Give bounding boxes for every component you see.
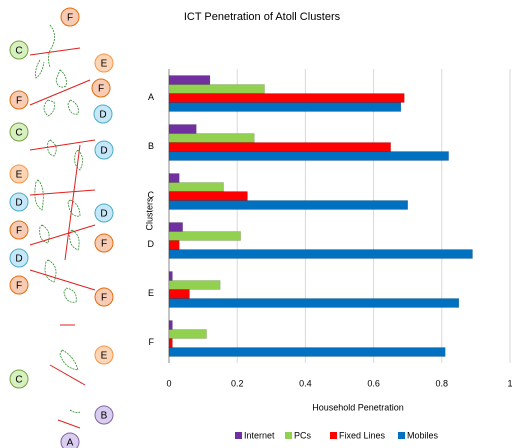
bar bbox=[168, 182, 224, 192]
map-marker-label: C bbox=[15, 375, 22, 386]
x-tick-label: 0.4 bbox=[299, 378, 312, 388]
map-marker-label: F bbox=[101, 293, 107, 304]
y-tick-label: D bbox=[148, 239, 155, 249]
y-tick-label: A bbox=[148, 92, 154, 102]
bar bbox=[168, 347, 446, 357]
legend-swatch bbox=[330, 432, 337, 439]
bar bbox=[168, 289, 190, 299]
x-tick-label: 0.6 bbox=[367, 378, 380, 388]
x-tick-label: 0 bbox=[166, 378, 171, 388]
y-tick-label: B bbox=[148, 141, 154, 151]
map-marker-label: F bbox=[16, 281, 22, 292]
map-marker bbox=[9, 248, 29, 268]
bar bbox=[168, 200, 408, 210]
y-tick-label: E bbox=[148, 288, 154, 298]
bar bbox=[168, 222, 183, 232]
map-marker-label: A bbox=[67, 438, 74, 448]
legend-label: Mobiles bbox=[407, 430, 439, 440]
bar bbox=[168, 102, 402, 112]
bar bbox=[168, 320, 173, 330]
bar bbox=[168, 75, 211, 85]
map-marker-label: D bbox=[15, 198, 22, 209]
map-marker-label: C bbox=[15, 46, 22, 57]
legend-swatch bbox=[398, 432, 405, 439]
map-marker-label: E bbox=[16, 170, 23, 181]
map-marker-label: F bbox=[16, 226, 22, 237]
map-marker bbox=[91, 78, 111, 98]
map-marker bbox=[9, 369, 29, 389]
map-marker bbox=[94, 140, 114, 160]
map-marker-label: D bbox=[100, 146, 107, 157]
map-marker bbox=[94, 345, 114, 365]
legend-swatch bbox=[235, 432, 242, 439]
bar bbox=[168, 271, 173, 281]
map-marker bbox=[94, 233, 114, 253]
bar bbox=[168, 151, 449, 161]
map-marker-label: C bbox=[15, 128, 22, 139]
y-tick-label: C bbox=[148, 190, 155, 200]
bar bbox=[168, 93, 405, 103]
map-outlines bbox=[29, 24, 96, 429]
bar bbox=[168, 249, 473, 259]
bar bbox=[168, 240, 180, 250]
bar bbox=[168, 124, 197, 134]
map-marker-label: E bbox=[101, 351, 108, 362]
map-marker bbox=[9, 192, 29, 212]
bar bbox=[168, 142, 391, 152]
map-marker bbox=[93, 104, 113, 124]
bar bbox=[168, 298, 460, 308]
map-marker-label: D bbox=[15, 254, 22, 265]
map-marker bbox=[9, 220, 29, 240]
map-marker-label: D bbox=[100, 209, 107, 220]
bar bbox=[168, 338, 173, 348]
map-marker-label: F bbox=[98, 84, 104, 95]
map-marker-label: F bbox=[16, 96, 22, 107]
x-tick-label: 1 bbox=[507, 378, 512, 388]
map-marker bbox=[9, 122, 29, 142]
x-axis-label: Household Penetration bbox=[312, 402, 404, 412]
map-marker bbox=[9, 275, 29, 295]
legend-label: PCs bbox=[294, 430, 312, 440]
chart-title: ICT Penetration of Atoll Clusters bbox=[184, 11, 341, 23]
y-tick-label: F bbox=[149, 337, 155, 347]
bar bbox=[168, 329, 207, 339]
map-marker bbox=[9, 40, 29, 60]
x-tick-label: 0.8 bbox=[436, 378, 449, 388]
map-marker-label: B bbox=[101, 411, 108, 422]
x-tick-label: 0.2 bbox=[231, 378, 244, 388]
map-marker bbox=[9, 164, 29, 184]
map-marker-label: F bbox=[67, 13, 73, 24]
map-marker bbox=[60, 432, 80, 448]
legend-label: Fixed Lines bbox=[339, 430, 386, 440]
map-marker bbox=[94, 287, 114, 307]
bar bbox=[168, 133, 255, 143]
map-marker bbox=[94, 405, 114, 425]
bar bbox=[168, 84, 265, 94]
legend-label: Internet bbox=[244, 430, 275, 440]
legend-swatch bbox=[285, 432, 292, 439]
map-marker bbox=[94, 53, 114, 73]
bar bbox=[168, 173, 180, 183]
bar bbox=[168, 280, 221, 290]
map-marker-label: E bbox=[101, 59, 108, 70]
map-marker-label: D bbox=[99, 110, 106, 121]
bar bbox=[168, 191, 248, 201]
map-marker bbox=[94, 203, 114, 223]
map-marker bbox=[9, 90, 29, 110]
bar bbox=[168, 231, 241, 241]
map-marker-label: F bbox=[101, 239, 107, 250]
y-axis-label: Clusters bbox=[144, 197, 154, 231]
map-marker bbox=[60, 7, 80, 27]
